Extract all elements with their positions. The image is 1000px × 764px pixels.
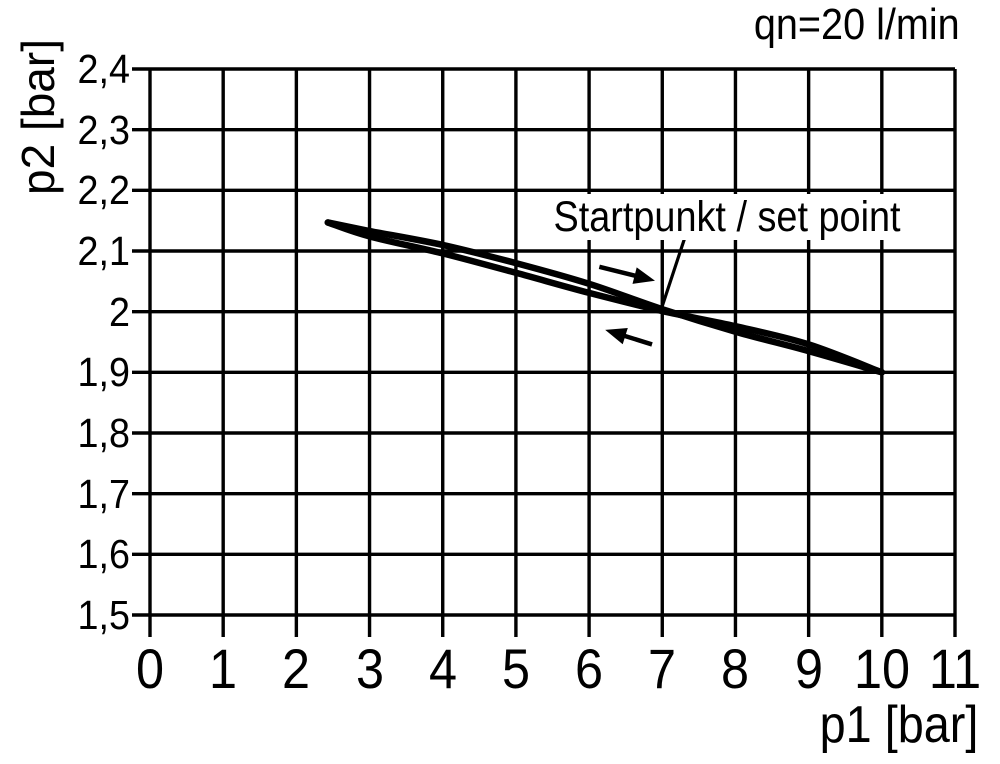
y-tick-label-2_1: 2,1	[77, 228, 130, 274]
y-tick-label-2_4: 2,4	[77, 46, 130, 92]
y-tick-label-1_5: 1,5	[77, 592, 130, 638]
x-tick-label-2: 2	[282, 637, 311, 700]
x-tick-label-7: 7	[648, 637, 677, 700]
x-tick-label-1: 1	[209, 637, 238, 700]
y-tick-label-2_2: 2,2	[77, 167, 130, 214]
x-axis-title: p1 [bar]	[819, 696, 978, 754]
x-tick-label-10: 10	[853, 637, 910, 700]
x-tick-label-11: 11	[928, 637, 982, 700]
return-direction-arrow-head	[605, 328, 628, 345]
set-point-leader-line	[659, 238, 686, 311]
y-tick-label-1_8: 1,8	[77, 410, 130, 456]
forward-direction-arrow-shaft	[598, 264, 638, 279]
x-tick-label-6: 6	[575, 637, 604, 700]
x-tick-label-8: 8	[721, 637, 750, 700]
hysteresis-curve-1	[324, 219, 886, 376]
forward-direction-arrow-head	[632, 267, 655, 284]
x-tick-label-9: 9	[794, 637, 823, 700]
x-tick-label-4: 4	[428, 637, 457, 700]
y-tick-label-1_9: 1,9	[77, 349, 130, 396]
hysteresis-curve-2	[324, 219, 886, 376]
flow-rate-label: qn=20 l/min	[754, 0, 960, 49]
x-tick-label-3: 3	[355, 637, 384, 700]
y-tick-label-1_6: 1,6	[77, 531, 130, 578]
x-tick-label-0: 0	[135, 637, 165, 700]
set-point-annotation: Startpunkt / set point	[548, 194, 906, 240]
y-tick-label-1_7: 1,7	[77, 470, 130, 517]
y-tick-label-2_3: 2,3	[77, 106, 130, 153]
return-direction-arrow-shaft	[622, 333, 653, 347]
x-tick-label-5: 5	[501, 637, 530, 700]
y-tick-label-2: 2	[109, 288, 130, 335]
